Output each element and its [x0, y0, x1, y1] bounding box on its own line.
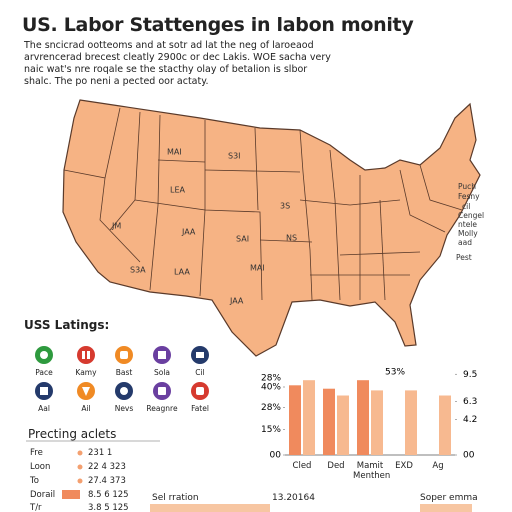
bar — [289, 385, 301, 455]
list-value: 22 4 323 — [88, 462, 126, 472]
coast-label: ntele — [458, 220, 477, 229]
coast-label: Pest — [456, 253, 472, 262]
bar — [337, 395, 349, 455]
list-value: 27.4 373 — [88, 476, 126, 486]
legend-label: Reagnre — [146, 404, 178, 413]
state-label: S3A — [130, 266, 146, 275]
description-line: shalc. The po neni a pected oor actaty. — [24, 76, 209, 87]
state-label: NS — [286, 234, 297, 243]
legend-title: USS Latings: — [24, 318, 110, 332]
description-line: The sncicrad ootteoms and at sotr ad lat… — [24, 40, 314, 51]
footer-bars — [150, 504, 472, 512]
legend-label: Bast — [115, 368, 133, 377]
y2-tick-label: 9.5 — [463, 370, 477, 380]
x-tick-label: EXD — [395, 461, 413, 471]
annotation: 28% — [261, 374, 281, 384]
us-map: MAI S3I LEA JM JAA SAI S3A LAA MAI JAA 3… — [62, 99, 484, 357]
x-tick-label: Cled — [292, 461, 312, 471]
description-line: naic wat's nre roqale se the stacthy ola… — [24, 64, 308, 75]
state-label: 3S — [280, 202, 290, 211]
bar — [357, 380, 369, 455]
legend-label: Kamy — [75, 368, 97, 377]
annotation: 53% — [385, 368, 405, 378]
list-label: Fre — [30, 448, 43, 458]
list-label: Loon — [30, 462, 51, 472]
icon-glyphs — [40, 351, 204, 396]
state-label: S3I — [228, 152, 241, 161]
state-label: MAI — [250, 264, 265, 273]
footer-center: 13.20164 — [272, 493, 315, 503]
x-tick-label: Mamit Menthen — [353, 461, 391, 481]
coast-label: Cengel — [458, 211, 484, 220]
state-label: JAA — [181, 228, 196, 237]
us-outline — [62, 99, 481, 357]
legend-label: Pace — [35, 368, 53, 377]
bar — [439, 395, 451, 455]
bar — [303, 380, 315, 455]
legend-label: Ail — [81, 404, 91, 413]
title: US. Labor Stattenges in labon monity — [22, 14, 414, 36]
y2-tick-label: 6.3 — [463, 397, 477, 407]
legend-label: Aal — [38, 404, 50, 413]
state-borders — [63, 107, 463, 301]
state-label: MAI — [167, 148, 182, 157]
legend-icons — [35, 346, 209, 400]
coast-label: Puch — [458, 182, 476, 191]
description-line: arvrencerad brecest cleatly 2900c or dec… — [24, 52, 331, 63]
y2-tick-label: 4.2 — [463, 415, 477, 425]
icon — [77, 346, 95, 364]
list-value: 231 1 — [88, 448, 113, 458]
list-title: Precting aclets — [28, 427, 117, 441]
state-label: LEA — [170, 186, 186, 195]
state-label: JAA — [229, 297, 244, 306]
legend-label: Fatel — [191, 404, 209, 413]
coast-label: aad — [458, 238, 472, 247]
list-decor — [26, 440, 160, 499]
footer-left: Sel rration — [152, 493, 199, 503]
y-tick-label: 28% — [261, 403, 281, 413]
bar — [405, 390, 417, 455]
list-value: 8.5 6 125 — [88, 490, 129, 500]
list-label: T/r — [30, 503, 42, 512]
y2-tick-label: 00 — [463, 451, 475, 461]
list-label: To — [30, 476, 39, 486]
coast-label: Molly — [458, 229, 478, 238]
legend-label: Sola — [153, 368, 171, 377]
bar — [323, 388, 335, 455]
y-tick-label: 40% — [261, 383, 281, 393]
state-label: JM — [111, 222, 121, 231]
x-tick-label: Ded — [327, 461, 345, 471]
state-label: SAI — [236, 235, 249, 244]
x-tick-label: Ag — [432, 461, 444, 471]
bar — [371, 390, 383, 455]
coast-label: Fesny — [458, 192, 480, 201]
coast-label: cil — [462, 202, 470, 211]
y-tick-label: 15% — [261, 425, 281, 435]
y-tick-label: 00 — [270, 451, 282, 461]
footer-right: Soper emma — [420, 493, 478, 503]
legend-label: Cil — [195, 368, 205, 377]
list-label: Dorail — [30, 490, 56, 500]
list-value: 3.8 5 125 — [88, 503, 129, 512]
state-label: LAA — [174, 268, 190, 277]
legend-label: Nevs — [114, 404, 134, 413]
